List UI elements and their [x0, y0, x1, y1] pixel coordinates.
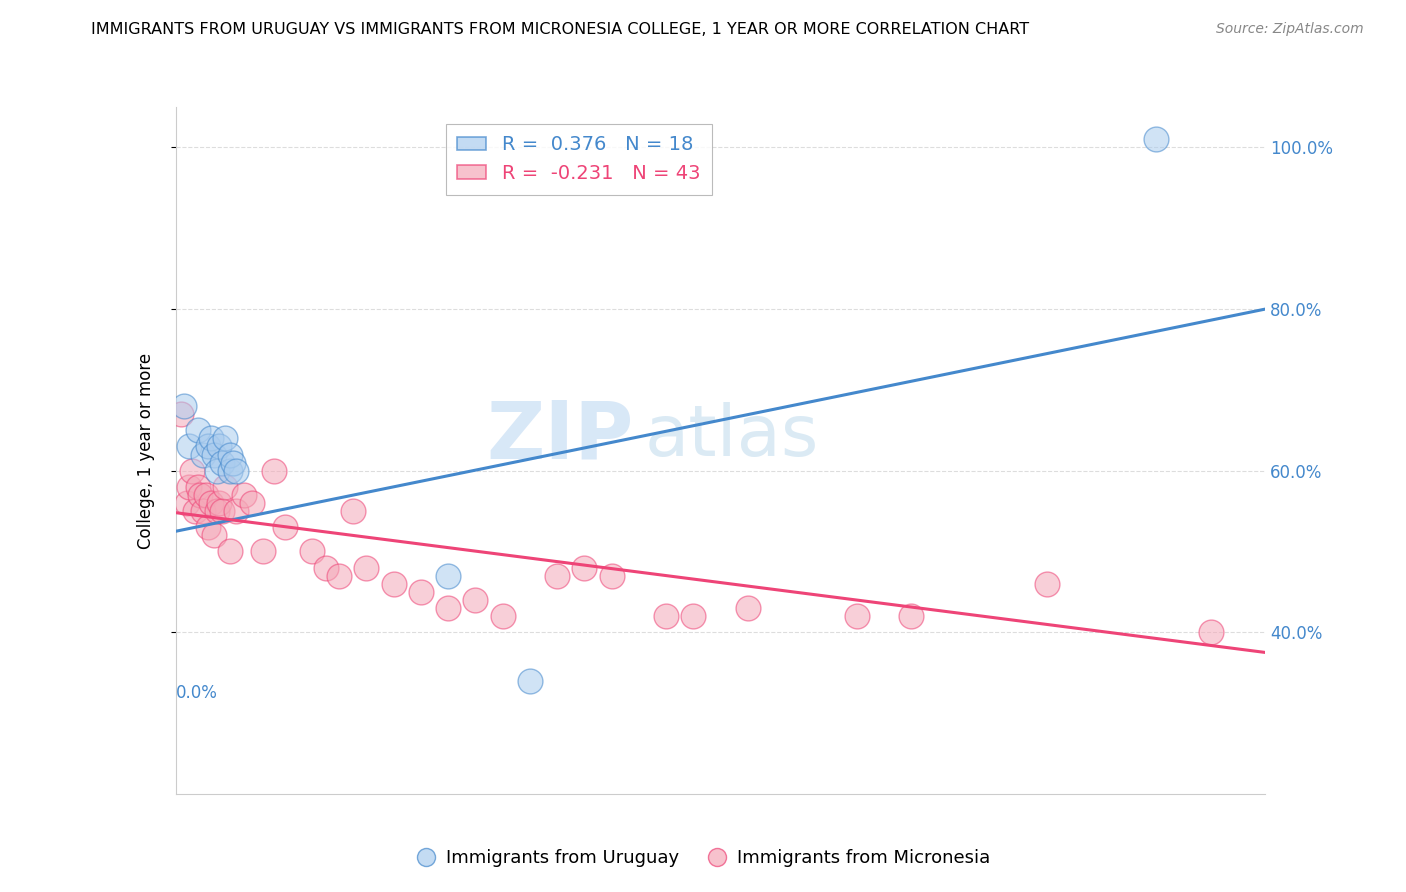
Point — [382, 576, 405, 591]
Point — [208, 439, 231, 453]
Point — [200, 431, 222, 445]
Point — [437, 601, 460, 615]
Point — [184, 504, 207, 518]
Point — [301, 544, 323, 558]
Point — [170, 407, 193, 421]
Point — [186, 423, 209, 437]
Point — [1036, 576, 1059, 591]
Point — [188, 488, 211, 502]
Point — [437, 568, 460, 582]
Text: Source: ZipAtlas.com: Source: ZipAtlas.com — [1216, 22, 1364, 37]
Point — [202, 528, 225, 542]
Point — [356, 560, 378, 574]
Point — [179, 480, 201, 494]
Point — [219, 464, 242, 478]
Point — [225, 464, 247, 478]
Text: 0.0%: 0.0% — [176, 684, 218, 702]
Point — [1144, 132, 1167, 146]
Point — [205, 504, 228, 518]
Point — [219, 448, 242, 462]
Point — [205, 464, 228, 478]
Point — [492, 609, 515, 624]
Point — [240, 496, 263, 510]
Point — [342, 504, 364, 518]
Point — [252, 544, 274, 558]
Y-axis label: College, 1 year or more: College, 1 year or more — [136, 352, 155, 549]
Point — [197, 520, 219, 534]
Point — [519, 673, 541, 688]
Text: IMMIGRANTS FROM URUGUAY VS IMMIGRANTS FROM MICRONESIA COLLEGE, 1 YEAR OR MORE CO: IMMIGRANTS FROM URUGUAY VS IMMIGRANTS FR… — [91, 22, 1029, 37]
Point — [682, 609, 704, 624]
Point — [225, 504, 247, 518]
Point — [737, 601, 759, 615]
Point — [315, 560, 337, 574]
Point — [191, 504, 214, 518]
Point — [194, 488, 217, 502]
Point — [211, 504, 233, 518]
Point — [222, 456, 245, 470]
Point — [181, 464, 204, 478]
Point — [200, 496, 222, 510]
Point — [574, 560, 596, 574]
Point — [179, 439, 201, 453]
Point — [211, 456, 233, 470]
Point — [214, 480, 236, 494]
Point — [655, 609, 678, 624]
Point — [464, 593, 486, 607]
Point — [600, 568, 623, 582]
Point — [900, 609, 922, 624]
Point — [191, 448, 214, 462]
Point — [176, 496, 198, 510]
Point — [546, 568, 568, 582]
Point — [219, 544, 242, 558]
Point — [263, 464, 285, 478]
Point — [186, 480, 209, 494]
Point — [173, 399, 195, 413]
Point — [274, 520, 297, 534]
Text: atlas: atlas — [644, 402, 818, 471]
Point — [328, 568, 350, 582]
Legend: Immigrants from Uruguay, Immigrants from Micronesia: Immigrants from Uruguay, Immigrants from… — [408, 842, 998, 874]
Legend: R =  0.376   N = 18, R =  -0.231   N = 43: R = 0.376 N = 18, R = -0.231 N = 43 — [446, 124, 713, 194]
Point — [214, 431, 236, 445]
Point — [232, 488, 254, 502]
Point — [1199, 625, 1222, 640]
Point — [197, 439, 219, 453]
Point — [208, 496, 231, 510]
Point — [845, 609, 868, 624]
Text: ZIP: ZIP — [486, 398, 633, 475]
Point — [202, 448, 225, 462]
Point — [409, 585, 432, 599]
